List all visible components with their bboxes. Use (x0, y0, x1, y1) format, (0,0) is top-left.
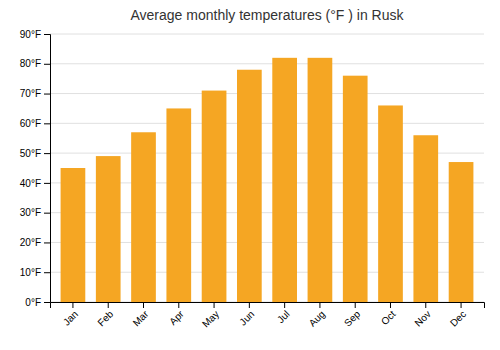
tick-label: Nov (412, 308, 432, 328)
y-tick: 30°F (20, 207, 50, 218)
tick-label: Feb (95, 308, 115, 328)
tick-mark (461, 302, 462, 308)
bars (61, 58, 474, 302)
axis-domain (44, 35, 51, 303)
x-tick: Sep (342, 302, 363, 329)
tick-mark (284, 302, 285, 308)
y-tick: 50°F (20, 148, 50, 159)
y-tick: 20°F (20, 237, 50, 248)
grid-line (50, 93, 484, 94)
bar (166, 108, 191, 302)
tick-label: 60°F (20, 118, 41, 129)
grid-line (50, 123, 484, 124)
bar (343, 76, 368, 302)
bar (61, 168, 86, 302)
bar (449, 162, 474, 302)
plot-area: 0°F 10°F 20°F 30°F 40°F 50°F 60°F 70°F 80°F 90°F J… (20, 29, 485, 330)
tick-mark (44, 213, 50, 214)
tick-label: Jun (237, 308, 256, 327)
x-tick: Nov (412, 302, 432, 329)
tick-mark (355, 302, 356, 308)
tick-mark (44, 34, 50, 35)
tick-mark (319, 302, 320, 308)
x-tick: May (200, 302, 221, 330)
tick-label: May (200, 308, 221, 329)
x-tick: Apr (167, 302, 186, 327)
y-tick: 60°F (20, 118, 50, 129)
x-tick: Jan (61, 302, 80, 328)
y-tick: 40°F (20, 178, 50, 189)
tick-mark (44, 64, 50, 65)
tick-label: Sep (342, 308, 363, 329)
tick-label: Mar (131, 308, 151, 328)
tick-label: Oct (379, 308, 398, 327)
x-tick: Oct (379, 302, 398, 327)
grid-line (50, 34, 484, 35)
tick-mark (214, 302, 215, 308)
tick-mark (44, 153, 50, 154)
bar (413, 135, 438, 302)
x-axis: Jan Feb Mar Apr May Jun Jul Aug Sep Oct Nov Dec (51, 302, 485, 330)
x-tick: Aug (307, 302, 327, 329)
x-tick: Mar (131, 302, 151, 328)
grid-line (50, 63, 484, 64)
tick-mark (72, 302, 73, 308)
tick-mark (390, 302, 391, 308)
tick-label: Aug (307, 308, 327, 328)
tick-mark (44, 302, 50, 303)
tick-label: Dec (448, 308, 468, 328)
y-tick: 0°F (25, 297, 50, 308)
tick-mark (44, 242, 50, 243)
bar (202, 91, 227, 302)
tick-mark (143, 302, 144, 308)
tick-mark (249, 302, 250, 308)
tick-label: 30°F (20, 207, 41, 218)
tick-mark (44, 123, 50, 124)
tick-label: Jan (61, 308, 80, 327)
tick-label: Apr (167, 308, 186, 327)
tick-mark (108, 302, 109, 308)
bar (378, 105, 403, 302)
tick-label: 40°F (20, 178, 41, 189)
x-tick: Jul (275, 302, 292, 325)
y-tick: 90°F (20, 29, 50, 40)
bar (272, 58, 297, 302)
chart-container: 0°F 10°F 20°F 30°F 40°F 50°F 60°F 70°F 80°F 90°F J… (0, 0, 500, 350)
tick-mark (44, 272, 50, 273)
tick-label: 80°F (20, 58, 41, 69)
tick-mark (44, 94, 50, 95)
tick-mark (178, 302, 179, 308)
tick-label: 50°F (20, 148, 41, 159)
x-tick: Jun (237, 302, 256, 328)
chart-svg: 0°F 10°F 20°F 30°F 40°F 50°F 60°F 70°F 80°F 90°F J… (0, 0, 500, 350)
bar (237, 70, 262, 302)
y-tick: 80°F (20, 58, 50, 69)
x-tick: Feb (95, 302, 115, 328)
tick-label: 10°F (20, 267, 41, 278)
tick-label: 0°F (25, 297, 41, 308)
x-tick: Dec (448, 302, 468, 329)
tick-label: 70°F (20, 88, 41, 99)
y-axis: 0°F 10°F 20°F 30°F 40°F 50°F 60°F 70°F 80°F 90°F (20, 29, 51, 308)
y-tick: 70°F (20, 88, 50, 99)
bar (131, 132, 156, 302)
tick-label: 20°F (20, 237, 41, 248)
y-tick: 10°F (20, 267, 50, 278)
tick-mark (425, 302, 426, 308)
bar (96, 156, 121, 302)
grid (50, 34, 484, 302)
tick-mark (44, 183, 50, 184)
tick-label: 90°F (20, 29, 41, 40)
bar (308, 58, 333, 302)
title: Average monthly temperatures (°F ) in Ru… (131, 7, 405, 23)
axis-domain (51, 303, 485, 309)
tick-label: Jul (275, 308, 292, 325)
